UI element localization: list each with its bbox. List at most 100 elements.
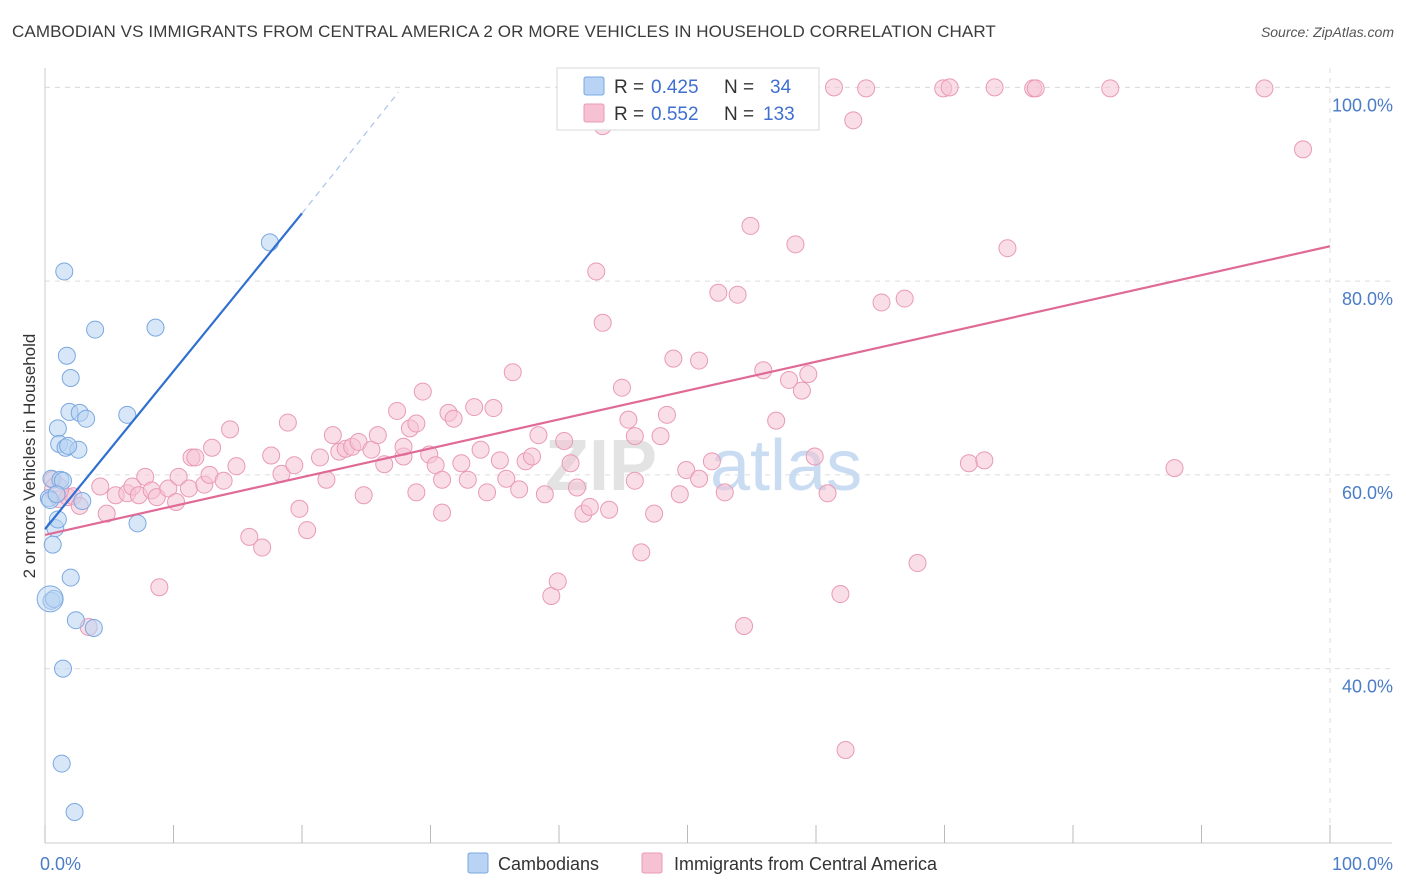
- cambodians-point: [86, 320, 105, 339]
- immigrants-point: [709, 283, 728, 302]
- cambodians-point: [59, 436, 78, 455]
- immigrants-point: [587, 262, 606, 281]
- immigrants-point: [985, 78, 1004, 97]
- immigrants-point: [612, 378, 631, 397]
- immigrants-point: [452, 454, 471, 473]
- immigrants-point: [555, 431, 574, 450]
- cambodians-point: [48, 419, 67, 438]
- immigrants-point: [831, 585, 850, 604]
- immigrants-point: [735, 617, 754, 635]
- immigrants-point: [169, 467, 188, 486]
- immigrants-point: [91, 477, 110, 496]
- cambodians-point: [84, 618, 103, 637]
- immigrants-point: [186, 448, 205, 467]
- immigrants-point: [959, 454, 978, 473]
- immigrants-point: [240, 527, 259, 546]
- axes: [44, 68, 1392, 844]
- immigrants-point: [625, 471, 644, 490]
- immigrants-point: [298, 521, 317, 540]
- immigrants-point: [664, 349, 683, 368]
- immigrants-point: [535, 485, 554, 504]
- x-tick-labels: 0.0% 100.0%: [40, 854, 1393, 874]
- legend-r-label-2: R =: [614, 104, 644, 125]
- legend-r-label: R =: [614, 77, 644, 98]
- immigrants-point: [645, 504, 664, 523]
- immigrants-point: [780, 370, 799, 389]
- immigrants-point: [465, 398, 484, 417]
- immigrants-point: [1294, 140, 1313, 159]
- immigrants-point: [407, 414, 426, 433]
- bottom-legend-swatch-cambodians: [467, 852, 489, 874]
- y-axis-label: 2 or more Vehicles in Household: [20, 334, 39, 579]
- immigrants-point: [354, 486, 373, 505]
- immigrants-point: [433, 470, 452, 489]
- legend-r-immigrants: 0.552: [651, 104, 699, 125]
- cambodians-point: [128, 514, 147, 533]
- watermark: ZIP atlas: [545, 426, 862, 506]
- immigrants-point: [510, 480, 529, 499]
- y-tick-label: 80.0%: [1342, 289, 1393, 309]
- series-legend: Cambodians Immigrants from Central Ameri…: [467, 852, 938, 874]
- y-tick-label: 40.0%: [1342, 677, 1393, 697]
- immigrants-point: [690, 469, 709, 488]
- immigrants-point: [632, 543, 651, 562]
- immigrants-point: [872, 293, 891, 312]
- immigrants-point: [253, 538, 272, 557]
- watermark-atlas: atlas: [710, 426, 862, 506]
- immigrants-point: [690, 351, 709, 370]
- immigrants-point: [262, 446, 281, 465]
- immigrants-point: [433, 503, 452, 522]
- cambodians-point: [57, 346, 76, 365]
- immigrants-point: [593, 313, 612, 332]
- cambodians-point: [48, 510, 67, 529]
- legend-n-immigrants: 133: [763, 104, 795, 125]
- immigrants-point: [203, 438, 222, 457]
- immigrants-point: [670, 485, 689, 504]
- legend-swatch-cambodians: [583, 76, 605, 96]
- cambodians-point: [260, 233, 279, 252]
- immigrants-point: [625, 427, 644, 446]
- immigrants-point: [792, 381, 811, 400]
- source-credit: Source: ZipAtlas.com: [1260, 24, 1394, 40]
- immigrants-point: [1255, 79, 1274, 98]
- immigrants-point: [458, 470, 477, 489]
- immigrants-point: [407, 483, 426, 502]
- cambodians-point: [146, 318, 165, 337]
- immigrants-point: [857, 79, 876, 98]
- immigrants-point: [651, 427, 670, 446]
- immigrants-point: [478, 483, 497, 502]
- cambodians-point: [118, 405, 137, 424]
- immigrants-point: [214, 471, 233, 490]
- cambodians-point: [43, 535, 62, 554]
- immigrants-point: [657, 405, 676, 424]
- cambodians-point: [52, 754, 71, 773]
- legend-r-cambodians: 0.425: [651, 77, 699, 98]
- immigrants-point: [323, 426, 342, 445]
- immigrants-point: [221, 420, 240, 439]
- cambodians-trendline-extension: [301, 91, 399, 214]
- legend-n-cambodians: 34: [770, 77, 792, 98]
- immigrants-point: [1165, 459, 1184, 478]
- immigrants-point: [310, 448, 329, 467]
- immigrants-point: [179, 479, 198, 498]
- cambodians-point: [61, 568, 80, 587]
- immigrants-points: [43, 78, 1313, 759]
- immigrants-point: [805, 447, 824, 466]
- y-tick-label: 60.0%: [1342, 483, 1393, 503]
- immigrants-point: [754, 361, 773, 380]
- immigrants-point: [285, 456, 304, 475]
- immigrants-point: [702, 452, 721, 471]
- immigrants-point: [150, 578, 169, 597]
- immigrants-point: [895, 289, 914, 308]
- cambodians-point: [65, 803, 84, 821]
- legend-swatch-immigrants: [583, 103, 605, 123]
- immigrants-point: [484, 399, 503, 418]
- immigrants-point: [503, 363, 522, 382]
- immigrants-point: [998, 239, 1017, 258]
- x-tick-label-min: 0.0%: [40, 854, 81, 874]
- immigrants-point: [741, 216, 760, 235]
- stats-legend: R = 0.425 N = 34 R = 0.552 N = 133: [556, 67, 820, 131]
- immigrants-point: [677, 461, 696, 480]
- immigrants-point: [444, 409, 463, 428]
- immigrants-point: [471, 440, 490, 459]
